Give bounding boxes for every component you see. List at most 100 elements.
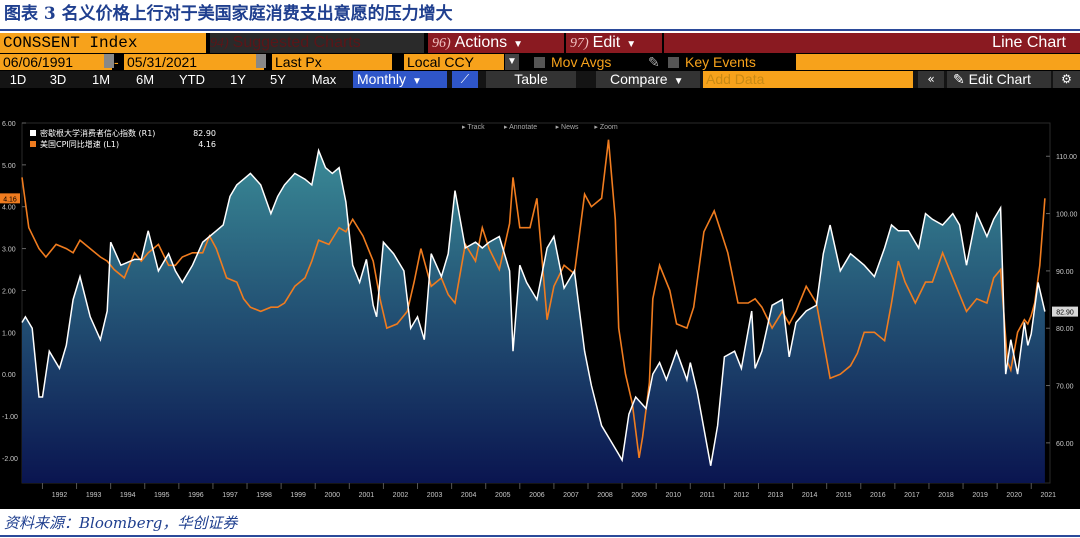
subtool-annotate: ▸ Annotate (504, 124, 537, 131)
currency-select[interactable]: Local CCY (404, 54, 504, 70)
subtool-news: ▸ News (556, 124, 579, 131)
key-events-toggle[interactable]: Key Events (668, 54, 756, 70)
source-rule (0, 535, 1080, 537)
toolbar-filler (796, 54, 1080, 70)
edit-key: 97) (570, 36, 589, 51)
left-tick-label: -1.00 (2, 414, 18, 421)
chevron-down-icon[interactable]: ▼ (505, 54, 519, 70)
period-5y[interactable]: 5Y (270, 72, 286, 87)
mov-avgs-toggle[interactable]: Mov Avgs (534, 54, 611, 70)
legend-value-sentiment: 82.90 (193, 129, 216, 138)
calendar-icon[interactable] (104, 54, 114, 68)
chart-type-label: Line Chart (664, 33, 1080, 53)
legend-swatch-cpi (30, 141, 36, 147)
x-tick-label: 2002 (393, 492, 409, 499)
legend-value-cpi: 4.16 (198, 140, 216, 149)
x-tick-label: 1997 (222, 492, 238, 499)
period-3d[interactable]: 3D (49, 72, 67, 87)
mov-avgs-label: Mov Avgs (551, 54, 612, 70)
edit-chart-button[interactable]: ✎ Edit Chart (947, 71, 1051, 88)
cpi-last-value-text: 4.16 (3, 196, 17, 203)
period-max[interactable]: Max (311, 72, 337, 87)
pencil-icon[interactable]: ✎ (648, 54, 660, 70)
x-tick-label: 1994 (120, 492, 136, 499)
sentiment-last-value-text: 82.90 (1056, 310, 1074, 317)
x-tick-label: 2008 (597, 492, 613, 499)
table-button[interactable]: Table (486, 71, 576, 88)
x-tick-label: 2007 (563, 492, 579, 499)
legend-label-cpi: 美国CPI同比增速 (L1) (40, 139, 119, 149)
line-chart-icon[interactable]: ⟋ (452, 71, 478, 88)
line-chart: 6.00 5.00 4.00 3.00 2.00 1.00 0.00 -1.00 -2.00 11… (0, 121, 1078, 499)
period-1m[interactable]: 1M (91, 72, 111, 87)
legend-box (26, 126, 220, 150)
x-tick-label: 2010 (665, 492, 681, 499)
suggested-key: 94) (210, 36, 229, 51)
checkbox-icon (668, 57, 679, 68)
frequency-select[interactable]: Monthly ▼ (353, 71, 447, 88)
x-tick-label: 2005 (495, 492, 511, 499)
x-tick-label: 2021 (1041, 492, 1057, 499)
x-tick-label: 2001 (359, 492, 375, 499)
left-tick-label: 0.00 (2, 372, 16, 379)
bloomberg-chart-panel: CONSSENT Index 94) Suggested Charts 96) Ac… (0, 33, 1080, 509)
period-6m[interactable]: 6M (135, 72, 155, 87)
actions-key: 96) (432, 36, 451, 51)
x-tick-label: 2014 (802, 492, 818, 499)
sentiment-area (22, 150, 1045, 483)
right-tick-label: 90.00 (1056, 269, 1074, 276)
gear-icon[interactable]: ⚙ (1053, 71, 1080, 88)
period-ytd[interactable]: YTD (179, 72, 205, 87)
left-tick-label: 6.00 (2, 121, 16, 128)
date-separator: - (114, 54, 119, 70)
actions-menu-button[interactable]: 96) Actions ▼ (428, 33, 564, 53)
x-tick-label: 2003 (427, 492, 443, 499)
x-tick-label: 2006 (529, 492, 545, 499)
suggested-label: Suggested Charts (232, 34, 361, 51)
key-events-label: Key Events (685, 54, 756, 70)
start-date-field[interactable]: 06/06/1991 (0, 54, 112, 70)
collapse-icon[interactable]: « (918, 71, 944, 88)
sentiment-series-line (21, 147, 1046, 466)
edit-chart-label: Edit Chart (968, 71, 1031, 87)
chevron-down-icon: ▼ (673, 76, 684, 87)
actions-label: Actions (454, 34, 508, 51)
right-tick-label: 60.00 (1056, 441, 1074, 448)
legend-swatch-sentiment (30, 130, 36, 136)
x-tick-label: 2015 (836, 492, 852, 499)
chevron-down-icon: ▼ (626, 39, 637, 50)
x-tick-label: 2012 (734, 492, 750, 499)
period-1d[interactable]: 1D (9, 72, 27, 87)
x-tick-label: 2018 (938, 492, 954, 499)
frequency-label: Monthly (357, 71, 407, 87)
ticker-field[interactable]: CONSSENT Index (0, 33, 206, 53)
x-tick-label: 2013 (768, 492, 784, 499)
add-data-input[interactable]: Add Data (703, 71, 913, 88)
left-tick-label: 5.00 (2, 163, 16, 170)
subtool-zoom: ▸ Zoom (594, 124, 618, 131)
x-tick-label: 1996 (188, 492, 204, 499)
x-tick-label: 2009 (631, 492, 647, 499)
period-1y[interactable]: 1Y (230, 72, 246, 87)
x-tick-label: 2000 (324, 492, 340, 499)
x-tick-label: 2004 (461, 492, 477, 499)
x-tick-label: 2019 (972, 492, 988, 499)
x-tick-label: 2020 (1006, 492, 1022, 499)
right-tick-label: 110.00 (1056, 154, 1077, 161)
calendar-icon[interactable] (256, 54, 266, 68)
x-tick-label: 1992 (52, 492, 68, 499)
edit-label: Edit (592, 34, 621, 51)
price-field-select[interactable]: Last Px (272, 54, 392, 70)
caption-rule (0, 29, 1080, 31)
compare-select[interactable]: Compare ▼ (596, 71, 700, 88)
suggested-charts-button[interactable]: 94) Suggested Charts (210, 33, 424, 53)
edit-menu-button[interactable]: 97) Edit ▼ (566, 33, 662, 53)
chevron-down-icon: ▼ (513, 39, 524, 50)
right-tick-label: 70.00 (1056, 384, 1074, 391)
right-tick-label: 80.00 (1056, 326, 1074, 333)
left-tick-label: 4.00 (2, 205, 16, 212)
end-date-field[interactable]: 05/31/2021 (124, 54, 264, 70)
right-tick-label: 100.00 (1056, 212, 1078, 219)
x-tick-label: 1998 (256, 492, 272, 499)
